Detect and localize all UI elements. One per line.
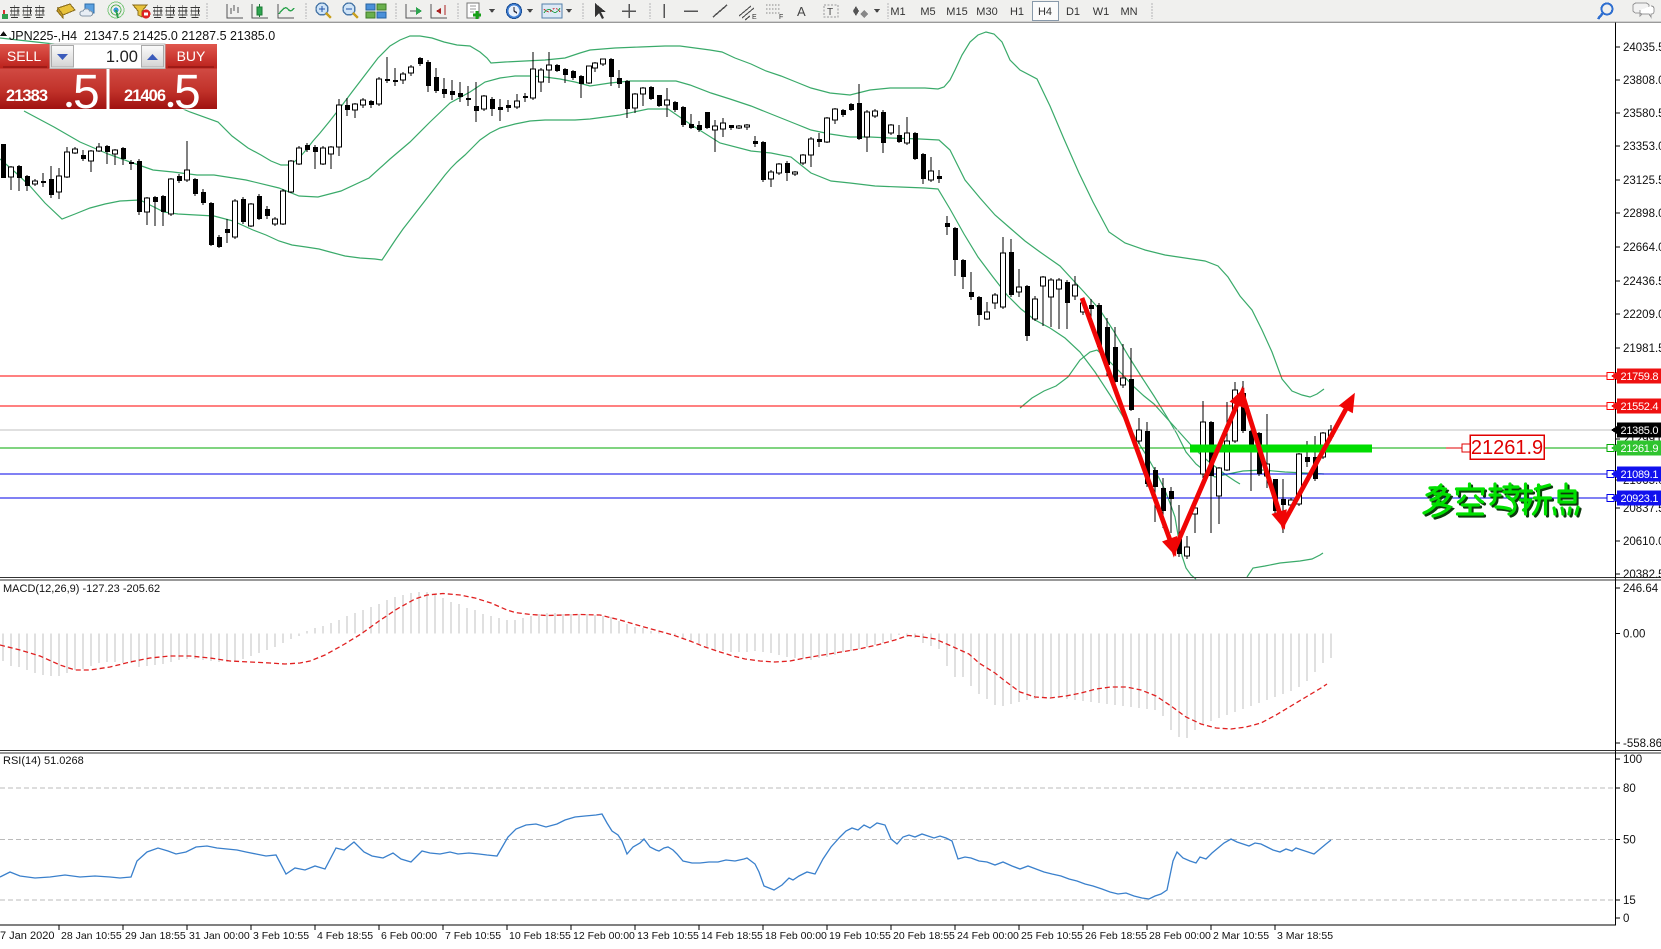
- svg-text:28 Feb 00:00: 28 Feb 00:00: [1149, 930, 1211, 942]
- svg-text:W1: W1: [1093, 6, 1110, 18]
- svg-text:5: 5: [174, 66, 201, 119]
- svg-text:21385.0: 21385.0: [1621, 425, 1659, 437]
- svg-text:21261.9: 21261.9: [1471, 437, 1543, 459]
- svg-text:50: 50: [1623, 835, 1636, 847]
- svg-text:25 Feb 10:55: 25 Feb 10:55: [1021, 930, 1083, 942]
- svg-text:15: 15: [1623, 895, 1636, 907]
- svg-text:14 Feb 18:55: 14 Feb 18:55: [701, 930, 763, 942]
- svg-text:SELL: SELL: [7, 48, 41, 64]
- svg-text:23125.5: 23125.5: [1623, 175, 1661, 187]
- svg-text:20382.5: 20382.5: [1623, 569, 1661, 581]
- svg-text:5: 5: [73, 66, 100, 119]
- svg-text:MN: MN: [1120, 6, 1137, 18]
- svg-text:M15: M15: [946, 6, 967, 18]
- svg-text:M1: M1: [890, 6, 905, 18]
- svg-text:6 Feb 00:00: 6 Feb 00:00: [381, 930, 437, 942]
- svg-text:A: A: [797, 4, 806, 19]
- svg-text:23808.0: 23808.0: [1623, 75, 1661, 87]
- svg-text:21406: 21406: [124, 87, 166, 105]
- svg-text:20923.1: 20923.1: [1621, 493, 1659, 505]
- svg-text:E: E: [752, 14, 757, 21]
- svg-text:19 Feb 10:55: 19 Feb 10:55: [829, 930, 891, 942]
- svg-text:BUY: BUY: [177, 48, 206, 64]
- svg-text:3 Mar 18:55: 3 Mar 18:55: [1277, 930, 1333, 942]
- svg-text:18 Feb 00:00: 18 Feb 00:00: [765, 930, 827, 942]
- svg-text:M30: M30: [976, 6, 997, 18]
- svg-text:21383: 21383: [6, 87, 48, 105]
- svg-text:23353.0: 23353.0: [1623, 141, 1661, 153]
- svg-text:H1: H1: [1010, 6, 1024, 18]
- svg-text:T: T: [827, 7, 833, 18]
- svg-text:21089.1: 21089.1: [1621, 469, 1659, 481]
- svg-text:22664.0: 22664.0: [1623, 242, 1661, 254]
- svg-text:3 Feb 10:55: 3 Feb 10:55: [253, 930, 309, 942]
- svg-text:JPN225-,H4 21347.5 21425.0 21: JPN225-,H4 21347.5 21425.0 21287.5 21385…: [9, 29, 275, 43]
- svg-text:H4: H4: [1038, 6, 1052, 18]
- svg-text:RSI(14) 51.0268: RSI(14) 51.0268: [3, 755, 84, 767]
- svg-text:20837.5: 20837.5: [1623, 503, 1661, 515]
- svg-text:22898.0: 22898.0: [1623, 208, 1661, 220]
- svg-text:MACD(12,26,9) -127.23 -205.62: MACD(12,26,9) -127.23 -205.62: [3, 583, 160, 595]
- svg-text:2 Mar 10:55: 2 Mar 10:55: [1213, 930, 1269, 942]
- svg-text:24 Feb 00:00: 24 Feb 00:00: [957, 930, 1019, 942]
- svg-text:0.00: 0.00: [1623, 629, 1645, 641]
- svg-text:0: 0: [1623, 913, 1629, 925]
- svg-text:D1: D1: [1066, 6, 1080, 18]
- svg-text:21552.4: 21552.4: [1621, 401, 1659, 413]
- svg-text:M5: M5: [920, 6, 935, 18]
- svg-text:21261.9: 21261.9: [1621, 443, 1659, 455]
- svg-text:20 Feb 18:55: 20 Feb 18:55: [893, 930, 955, 942]
- svg-text:29 Jan 18:55: 29 Jan 18:55: [125, 930, 186, 942]
- svg-text:21981.5: 21981.5: [1623, 343, 1661, 355]
- svg-text:21759.8: 21759.8: [1621, 371, 1659, 383]
- svg-text:13 Feb 10:55: 13 Feb 10:55: [637, 930, 699, 942]
- svg-text:22436.5: 22436.5: [1623, 276, 1661, 288]
- svg-text:F: F: [779, 14, 783, 21]
- svg-text:20610.0: 20610.0: [1623, 536, 1661, 548]
- svg-text:31 Jan 00:00: 31 Jan 00:00: [189, 930, 250, 942]
- svg-text:4 Feb 18:55: 4 Feb 18:55: [317, 930, 373, 942]
- svg-text:7 Jan 2020: 7 Jan 2020: [0, 930, 54, 942]
- svg-text:1.00: 1.00: [106, 48, 138, 66]
- svg-text:-558.86: -558.86: [1623, 738, 1661, 750]
- svg-text:10 Feb 18:55: 10 Feb 18:55: [509, 930, 571, 942]
- svg-text:7 Feb 10:55: 7 Feb 10:55: [445, 930, 501, 942]
- svg-text:23580.5: 23580.5: [1623, 108, 1661, 120]
- svg-text:28 Jan 10:55: 28 Jan 10:55: [61, 930, 122, 942]
- svg-text:26 Feb 18:55: 26 Feb 18:55: [1085, 930, 1147, 942]
- svg-text:24035.5: 24035.5: [1623, 42, 1661, 54]
- svg-text:80: 80: [1623, 783, 1636, 795]
- svg-text:100: 100: [1623, 754, 1642, 766]
- svg-text:22209.0: 22209.0: [1623, 309, 1661, 321]
- svg-text:246.64: 246.64: [1623, 583, 1659, 595]
- svg-text:12 Feb 00:00: 12 Feb 00:00: [573, 930, 635, 942]
